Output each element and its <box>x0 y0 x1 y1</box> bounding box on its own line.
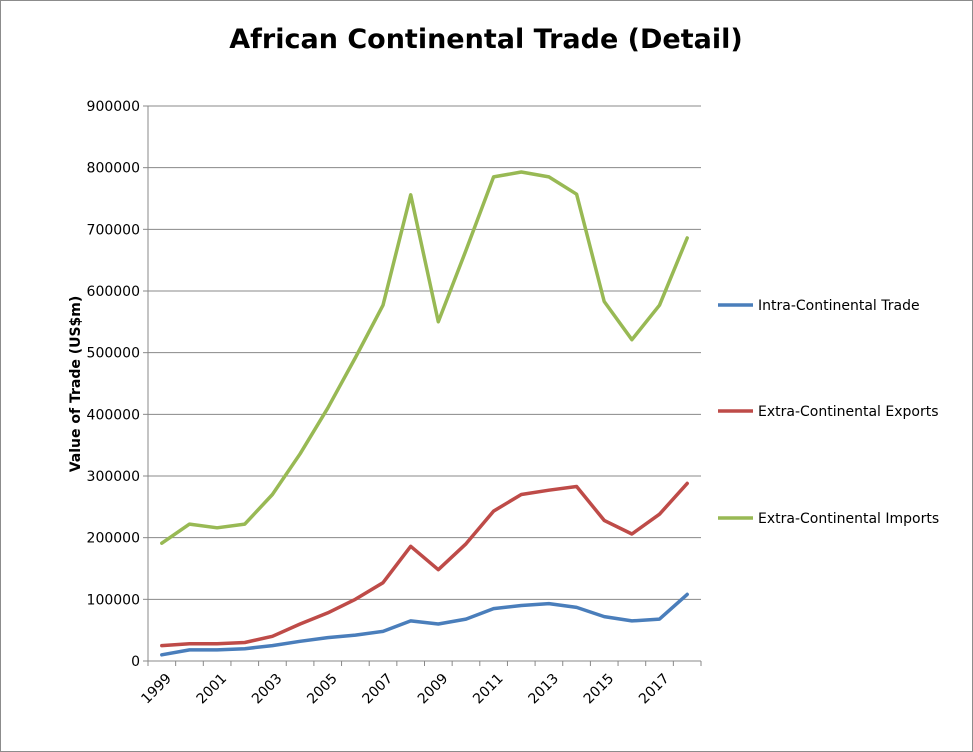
y-tick-label: 600000 <box>87 284 140 300</box>
legend-label: Extra-Continental Exports <box>758 404 939 420</box>
chart-title: African Continental Trade (Detail) <box>229 24 742 55</box>
y-axis-label: Value of Trade (US$m) <box>68 296 84 473</box>
x-tick-label: 2005 <box>304 671 341 708</box>
y-tick-label: 0 <box>131 654 140 670</box>
x-tick-label: 2001 <box>194 671 231 708</box>
x-tick-label: 1999 <box>138 671 175 708</box>
x-tick-label: 2011 <box>470 671 507 708</box>
y-tick-label: 800000 <box>87 161 140 177</box>
legend: Intra-Continental Trade Extra-Continental… <box>718 298 939 527</box>
x-tick-label: 2003 <box>249 671 286 708</box>
series-line-intra-continental-trade <box>160 592 689 657</box>
series-line-extra-continental-exports <box>160 481 689 648</box>
x-tick-label: 2017 <box>636 671 673 708</box>
y-tick-label: 300000 <box>87 469 140 485</box>
series-lines <box>160 170 689 657</box>
y-tick-label: 700000 <box>87 222 140 238</box>
x-tick-label: 2009 <box>415 671 452 708</box>
x-tick-label: 2007 <box>360 671 397 708</box>
x-tick-label: 2013 <box>525 671 562 708</box>
y-tick-label: 100000 <box>87 592 140 608</box>
y-tick-label: 500000 <box>87 346 140 362</box>
legend-label: Intra-Continental Trade <box>758 298 920 314</box>
y-tick-label: 400000 <box>87 407 140 423</box>
y-tick-label: 200000 <box>87 531 140 547</box>
series-line-extra-continental-imports <box>160 170 689 545</box>
grid-lines <box>148 105 701 600</box>
y-tick-label: 900000 <box>87 99 140 115</box>
x-tick-label: 2015 <box>581 671 618 708</box>
legend-label: Extra-Continental Imports <box>758 511 939 527</box>
